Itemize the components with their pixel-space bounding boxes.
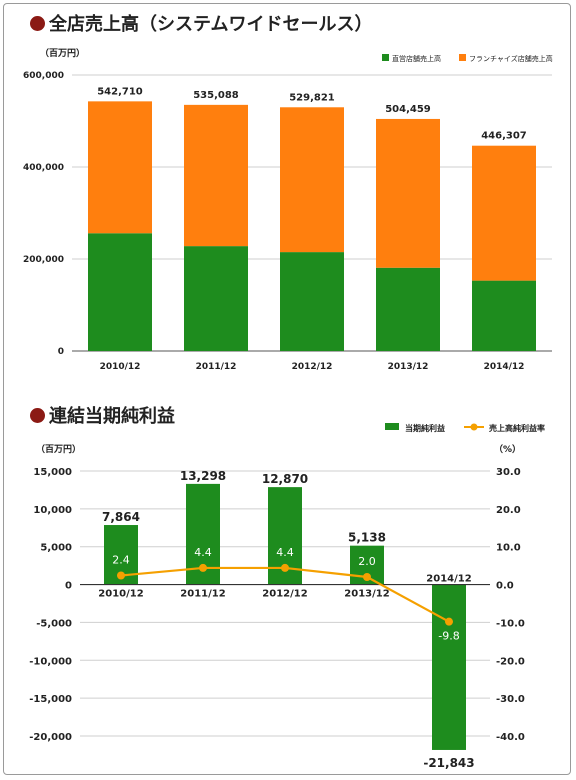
y-left-tick-label: -20,000: [29, 732, 72, 743]
bar-franchise: [376, 118, 440, 268]
legend-swatch-direct: [382, 54, 389, 61]
margin-label: 2.4: [112, 553, 130, 566]
legend-marker-margin: [470, 423, 478, 431]
bar-franchise: [184, 104, 248, 247]
total-label: 529,821: [289, 92, 335, 103]
y-right-tick-label: -40.0: [496, 732, 525, 743]
chart2-title-row: 連結当期純利益: [30, 402, 175, 428]
y-left-tick-label: 10,000: [33, 505, 72, 516]
legend-label-franchise: フランチャイズ店舗売上高: [469, 54, 553, 63]
total-label: 535,088: [193, 90, 239, 101]
margin-label: -9.8: [438, 630, 459, 643]
chart2-unit-right: （%）: [494, 444, 521, 455]
legend-swatch-franchise: [459, 54, 466, 61]
net-income-label: 7,864: [102, 510, 140, 524]
legend-swatch-net-income: [385, 423, 399, 430]
bullet-icon: [30, 15, 45, 31]
y-tick-label: 200,000: [23, 255, 64, 265]
margin-point: [199, 563, 207, 572]
y-right-tick-label: 20.0: [496, 505, 521, 516]
total-label: 504,459: [385, 104, 431, 115]
y-left-tick-label: -5,000: [36, 618, 72, 629]
chart1-unit-label: （百万円）: [40, 48, 85, 59]
margin-label: 4.4: [276, 546, 294, 559]
legend-label-direct: 直営店舗売上高: [392, 54, 441, 63]
y-left-tick-label: 5,000: [40, 543, 72, 554]
chart1-title-row: 全店売上高（システムワイドセールス）: [30, 10, 372, 36]
net-income-label: -21,843: [423, 756, 474, 770]
x-tick-label: 2013/12: [388, 362, 429, 372]
x-tick-label: 2010/12: [100, 362, 141, 372]
y-right-tick-label: 10.0: [496, 543, 521, 554]
x-tick-label: 2011/12: [196, 362, 237, 372]
y-left-tick-label: -15,000: [29, 694, 72, 705]
bar-net-income: [432, 584, 466, 750]
chart2-title: 連結当期純利益: [49, 406, 175, 427]
margin-point: [281, 563, 289, 572]
x-tick-label: 2011/12: [180, 589, 225, 600]
y-left-tick-label: -10,000: [29, 656, 72, 667]
y-right-tick-label: 0.0: [496, 581, 514, 592]
bar-direct: [376, 267, 440, 351]
chart2-unit-left: （百万円）: [36, 444, 81, 455]
bar-direct: [88, 233, 152, 351]
chart1-title: 全店売上高（システムワイドセールス）: [49, 14, 373, 35]
legend-label-net-income: 当期純利益: [405, 423, 445, 433]
y-right-tick-label: 30.0: [496, 467, 521, 478]
x-tick-label: 2014/12: [426, 574, 471, 585]
y-right-tick-label: -10.0: [496, 618, 525, 629]
net-income-label: 12,870: [262, 472, 308, 486]
y-tick-label: 600,000: [23, 71, 64, 81]
net-income-label: 5,138: [348, 531, 386, 545]
y-tick-label: 0: [58, 347, 64, 357]
x-tick-label: 2012/12: [262, 589, 307, 600]
bar-direct: [472, 280, 536, 351]
bar-direct: [280, 252, 344, 351]
bullet-icon: [30, 407, 45, 423]
net-income-label: 13,298: [180, 469, 226, 483]
bar-franchise: [280, 107, 344, 253]
sales-chart: （百万円） 0 200,000 400,000 600,000 542,710 2010/1…: [23, 48, 553, 372]
margin-label: 2.0: [358, 555, 376, 568]
margin-point: [117, 571, 125, 580]
page-frame: [3, 3, 571, 775]
y-right-tick-label: -20.0: [496, 656, 525, 667]
bar-franchise: [88, 101, 152, 234]
margin-point: [363, 573, 371, 581]
x-tick-label: 2014/12: [484, 362, 525, 372]
total-label: 446,307: [481, 131, 527, 142]
y-left-tick-label: 15,000: [33, 467, 72, 478]
x-tick-label: 2012/12: [292, 362, 333, 372]
bar-franchise: [472, 145, 536, 281]
total-label: 542,710: [97, 86, 143, 97]
bar-direct: [184, 246, 248, 351]
margin-point: [445, 617, 453, 626]
legend-label-margin: 売上高純利益率: [489, 423, 545, 433]
x-tick-label: 2010/12: [98, 589, 143, 600]
x-tick-label: 2013/12: [344, 589, 389, 600]
y-left-tick-label: 0: [65, 581, 72, 592]
y-tick-label: 400,000: [23, 163, 64, 173]
margin-label: 4.4: [194, 546, 212, 559]
y-right-tick-label: -30.0: [496, 694, 525, 705]
